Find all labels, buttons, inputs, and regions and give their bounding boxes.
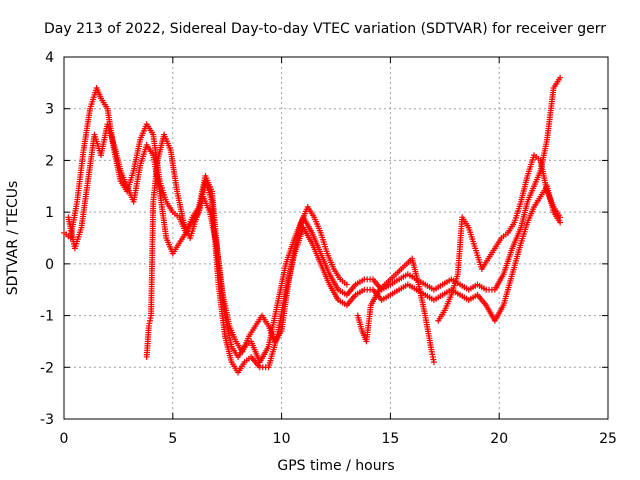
x-tick-label: 5 xyxy=(168,431,177,447)
y-tick-label: 1 xyxy=(45,205,54,221)
plot-frame xyxy=(63,56,609,420)
y-tick-label: -2 xyxy=(40,360,54,376)
x-axis-ticks: 0 5 10 15 20 25 xyxy=(60,57,617,447)
data-point xyxy=(343,281,350,288)
y-tick-label: 0 xyxy=(45,257,54,273)
y-axis-ticks: -3 -2 -1 0 1 2 3 4 xyxy=(40,50,608,428)
y-tick-label: 4 xyxy=(45,50,54,66)
x-tick-label: 0 xyxy=(60,431,69,447)
x-tick-label: 15 xyxy=(381,431,399,447)
y-tick-label: -3 xyxy=(40,412,54,428)
y-tick-label: 3 xyxy=(45,102,54,118)
data-point xyxy=(430,359,437,366)
data-point xyxy=(557,74,564,81)
data-point xyxy=(557,219,564,226)
x-axis-label: GPS time / hours xyxy=(277,458,394,474)
x-tick-label: 20 xyxy=(490,431,508,447)
y-tick-label: 2 xyxy=(45,153,54,169)
y-tick-label: -1 xyxy=(40,309,54,325)
data-point xyxy=(557,214,564,221)
y-axis-label: SDTVAR / TECUs xyxy=(5,181,21,296)
grid-lines xyxy=(64,57,608,419)
chart-title: Day 213 of 2022, Sidereal Day-to-day VTE… xyxy=(44,21,606,37)
data-points xyxy=(61,74,564,376)
x-tick-label: 25 xyxy=(599,431,617,447)
x-tick-label: 10 xyxy=(273,431,291,447)
